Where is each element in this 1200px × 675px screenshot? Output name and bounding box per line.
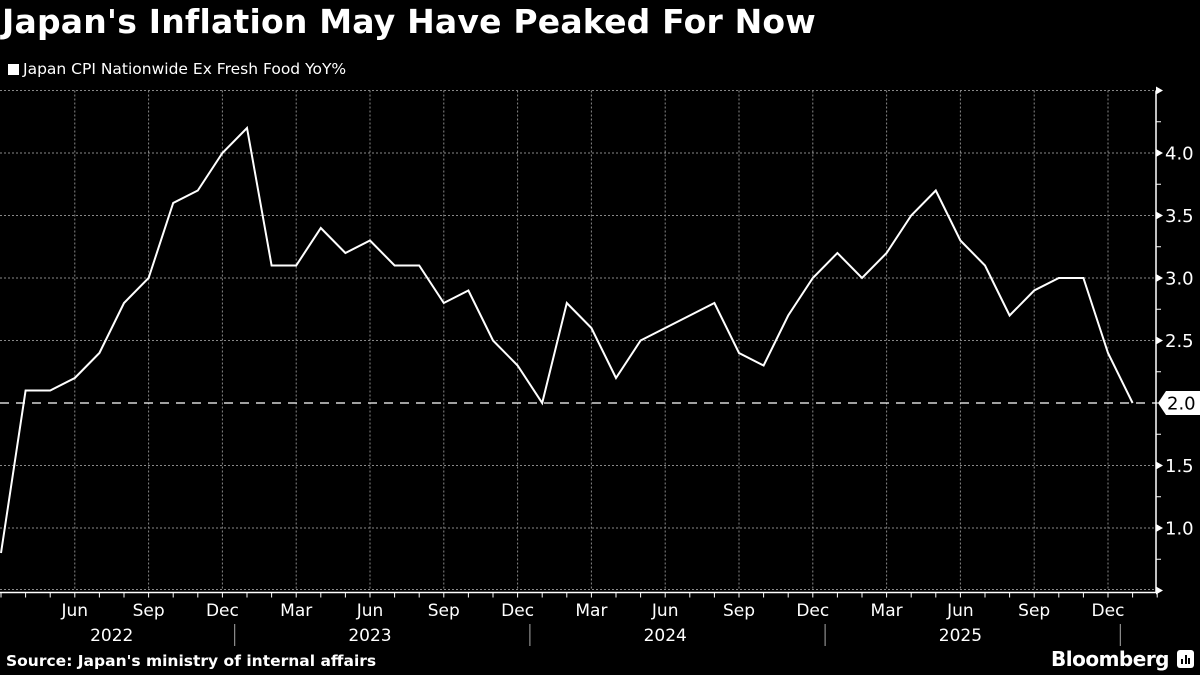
svg-text:2023: 2023 — [348, 626, 391, 646]
svg-text:2025: 2025 — [939, 626, 982, 646]
legend: Japan CPI Nationwide Ex Fresh Food YoY% — [8, 60, 346, 78]
svg-text:2024: 2024 — [644, 626, 687, 646]
svg-text:Dec: Dec — [1092, 601, 1125, 621]
svg-text:Jun: Jun — [946, 601, 974, 621]
svg-text:3.5: 3.5 — [1165, 206, 1194, 227]
y-axis-labels: 1.0 1.5 2.0 2.5 3.0 3.5 4.0 — [1156, 144, 1200, 540]
svg-text:Sep: Sep — [723, 601, 755, 621]
svg-text:Dec: Dec — [206, 601, 239, 621]
svg-text:2.0: 2.0 — [1167, 394, 1196, 415]
x-axis-labels: Jun Sep Dec Mar Jun Sep Dec Mar Jun Sep Dec Mar Jun S… — [61, 601, 1125, 646]
bloomberg-logo: Bloomberg — [1051, 647, 1194, 671]
svg-text:Sep: Sep — [1018, 601, 1050, 621]
svg-text:Sep: Sep — [133, 601, 165, 621]
bloomberg-chart-icon — [1177, 650, 1194, 668]
svg-text:Mar: Mar — [871, 601, 903, 621]
chart-title: Japan's Inflation May Have Peaked For No… — [2, 2, 816, 41]
svg-text:Jun: Jun — [651, 601, 679, 621]
source-note: Source: Japan's ministry of internal aff… — [6, 652, 377, 670]
svg-text:Sep: Sep — [428, 601, 460, 621]
svg-text:1.5: 1.5 — [1165, 456, 1194, 477]
svg-text:Jun: Jun — [356, 601, 384, 621]
legend-swatch-icon — [8, 63, 19, 75]
svg-text:4.0: 4.0 — [1165, 144, 1194, 165]
svg-text:Mar: Mar — [280, 601, 312, 621]
svg-text:1.0: 1.0 — [1165, 519, 1194, 540]
svg-text:Jun: Jun — [61, 601, 89, 621]
series-line — [0, 125, 1134, 554]
gridlines — [0, 90, 1156, 591]
legend-label: Japan CPI Nationwide Ex Fresh Food YoY% — [23, 60, 347, 78]
svg-text:2.5: 2.5 — [1165, 331, 1194, 352]
brand-name: Bloomberg — [1051, 647, 1169, 671]
axes — [0, 86, 1163, 646]
svg-text:Dec: Dec — [796, 601, 829, 621]
svg-text:Mar: Mar — [575, 601, 607, 621]
svg-text:Dec: Dec — [501, 601, 534, 621]
svg-text:3.0: 3.0 — [1165, 269, 1194, 290]
svg-text:2022: 2022 — [90, 626, 133, 646]
